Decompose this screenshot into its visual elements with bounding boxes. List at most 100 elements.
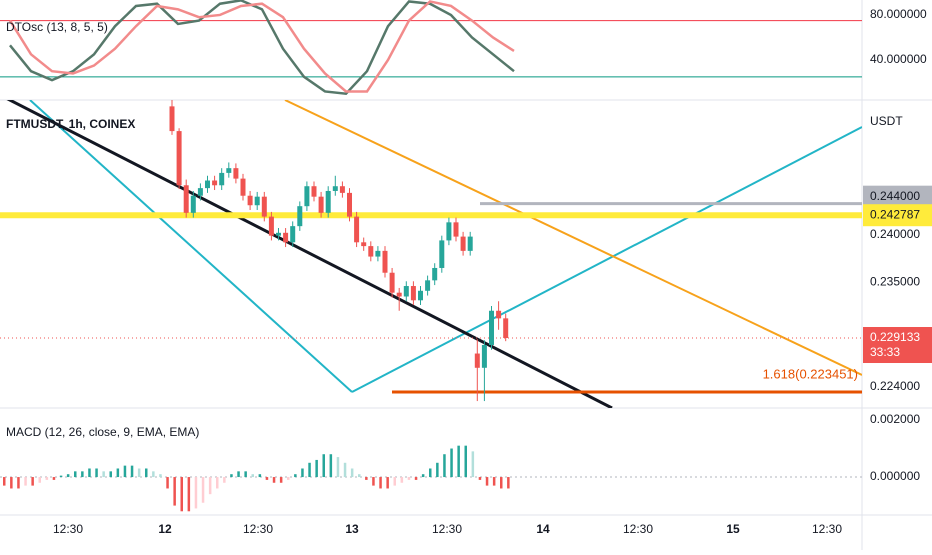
candle-body — [368, 246, 374, 257]
histogram-bar — [322, 454, 325, 478]
x-tick-label: 14 — [536, 522, 550, 536]
candle-body — [481, 344, 487, 368]
histogram-bar — [95, 468, 98, 478]
histogram-bar — [24, 477, 27, 486]
histogram-bar — [443, 454, 446, 478]
countdown: 33:33 — [870, 345, 900, 359]
candle-body — [347, 192, 352, 217]
macd-panel — [0, 445, 862, 512]
candle-body — [489, 310, 494, 345]
candle-body — [467, 236, 473, 251]
histogram-bar — [52, 477, 56, 480]
price-tag — [863, 204, 932, 227]
indicator-label: DTOsc (13, 8, 5, 5) — [6, 20, 108, 34]
histogram-bar — [400, 477, 404, 483]
histogram-bar — [10, 477, 13, 489]
histogram-bar — [265, 477, 269, 480]
price-tag — [863, 327, 932, 364]
candle-body — [325, 190, 331, 213]
histogram-bar — [159, 474, 162, 478]
histogram-bar — [429, 468, 432, 478]
histogram-bar — [485, 477, 489, 486]
histogram-bar — [457, 445, 460, 478]
histogram-bar — [450, 448, 453, 478]
candle-body — [226, 168, 232, 173]
histogram-bar — [365, 477, 368, 480]
candle-body — [389, 272, 395, 293]
candle-body — [190, 195, 196, 213]
price-panel — [0, 100, 862, 408]
x-tick-label: 13 — [345, 522, 359, 536]
histogram-bar — [3, 477, 6, 486]
candle-body — [425, 280, 431, 291]
histogram-bar — [109, 471, 112, 478]
symbol-label: FTMUSDT, 1h, COINEX — [6, 117, 135, 131]
candle-body — [197, 188, 203, 196]
trend-line — [6, 100, 613, 408]
x-tick-label: 12 — [158, 522, 172, 536]
histogram-bar — [66, 474, 70, 478]
y-tick-label: 0.244000 — [870, 189, 920, 203]
candle-body — [432, 267, 438, 281]
histogram-bar — [492, 477, 496, 486]
trend-line — [29, 100, 353, 393]
histogram-bar — [301, 468, 304, 478]
histogram-bar — [251, 474, 254, 478]
candle-body — [283, 232, 289, 243]
histogram-bar — [471, 451, 475, 478]
histogram-bar — [436, 462, 439, 478]
histogram-bar — [17, 477, 20, 489]
candle-body — [290, 226, 296, 243]
candle-body — [212, 180, 218, 186]
candle-body — [268, 216, 274, 236]
candle-body — [240, 178, 246, 196]
price-tag-label: 0.242787 — [870, 207, 920, 221]
histogram-bar — [166, 477, 169, 489]
histogram-bar — [59, 475, 63, 478]
candle-body — [176, 131, 182, 186]
histogram-bar — [102, 471, 105, 478]
histogram-bar — [45, 477, 49, 480]
histogram-bar — [194, 477, 198, 509]
x-tick-label: 12:30 — [812, 522, 842, 536]
candle-body — [304, 186, 310, 207]
oscillator-line — [9, 0, 515, 96]
y-tick-label: 40.000000 — [870, 52, 927, 66]
oscillator-panel — [0, 0, 862, 96]
fib-label: 1.618(0.223451) — [763, 366, 858, 381]
histogram-bar — [421, 474, 425, 478]
histogram-bar — [180, 477, 183, 512]
histogram-bar — [145, 468, 148, 478]
candle-body — [261, 196, 267, 217]
histogram-bar — [152, 471, 155, 478]
histogram-bar — [336, 457, 340, 478]
histogram-bar — [74, 471, 77, 478]
histogram-bar — [386, 477, 389, 489]
y-tick-label: 0.224000 — [870, 379, 920, 393]
histogram-bar — [216, 477, 219, 489]
candle-body — [339, 186, 345, 193]
histogram-bar — [329, 454, 333, 478]
histogram-bar — [372, 477, 375, 486]
x-tick-label: 12:30 — [243, 522, 273, 536]
candle-body — [474, 353, 480, 368]
candle-body — [496, 310, 502, 319]
histogram-bar — [478, 477, 482, 480]
candle-body — [382, 250, 388, 273]
histogram-bar — [308, 462, 311, 478]
histogram-bar — [464, 445, 467, 478]
histogram-bar — [407, 477, 411, 480]
candle-body — [503, 318, 509, 339]
histogram-bar — [414, 477, 418, 480]
histogram-bar — [507, 477, 510, 489]
candle-body — [375, 250, 381, 257]
histogram-bar — [173, 477, 176, 506]
histogram-bar — [500, 477, 503, 489]
histogram-bar — [379, 477, 382, 489]
x-tick-label: 12:30 — [623, 522, 653, 536]
histogram-bar — [230, 474, 233, 478]
tick-highlight — [863, 185, 932, 208]
candle-body — [311, 186, 317, 197]
